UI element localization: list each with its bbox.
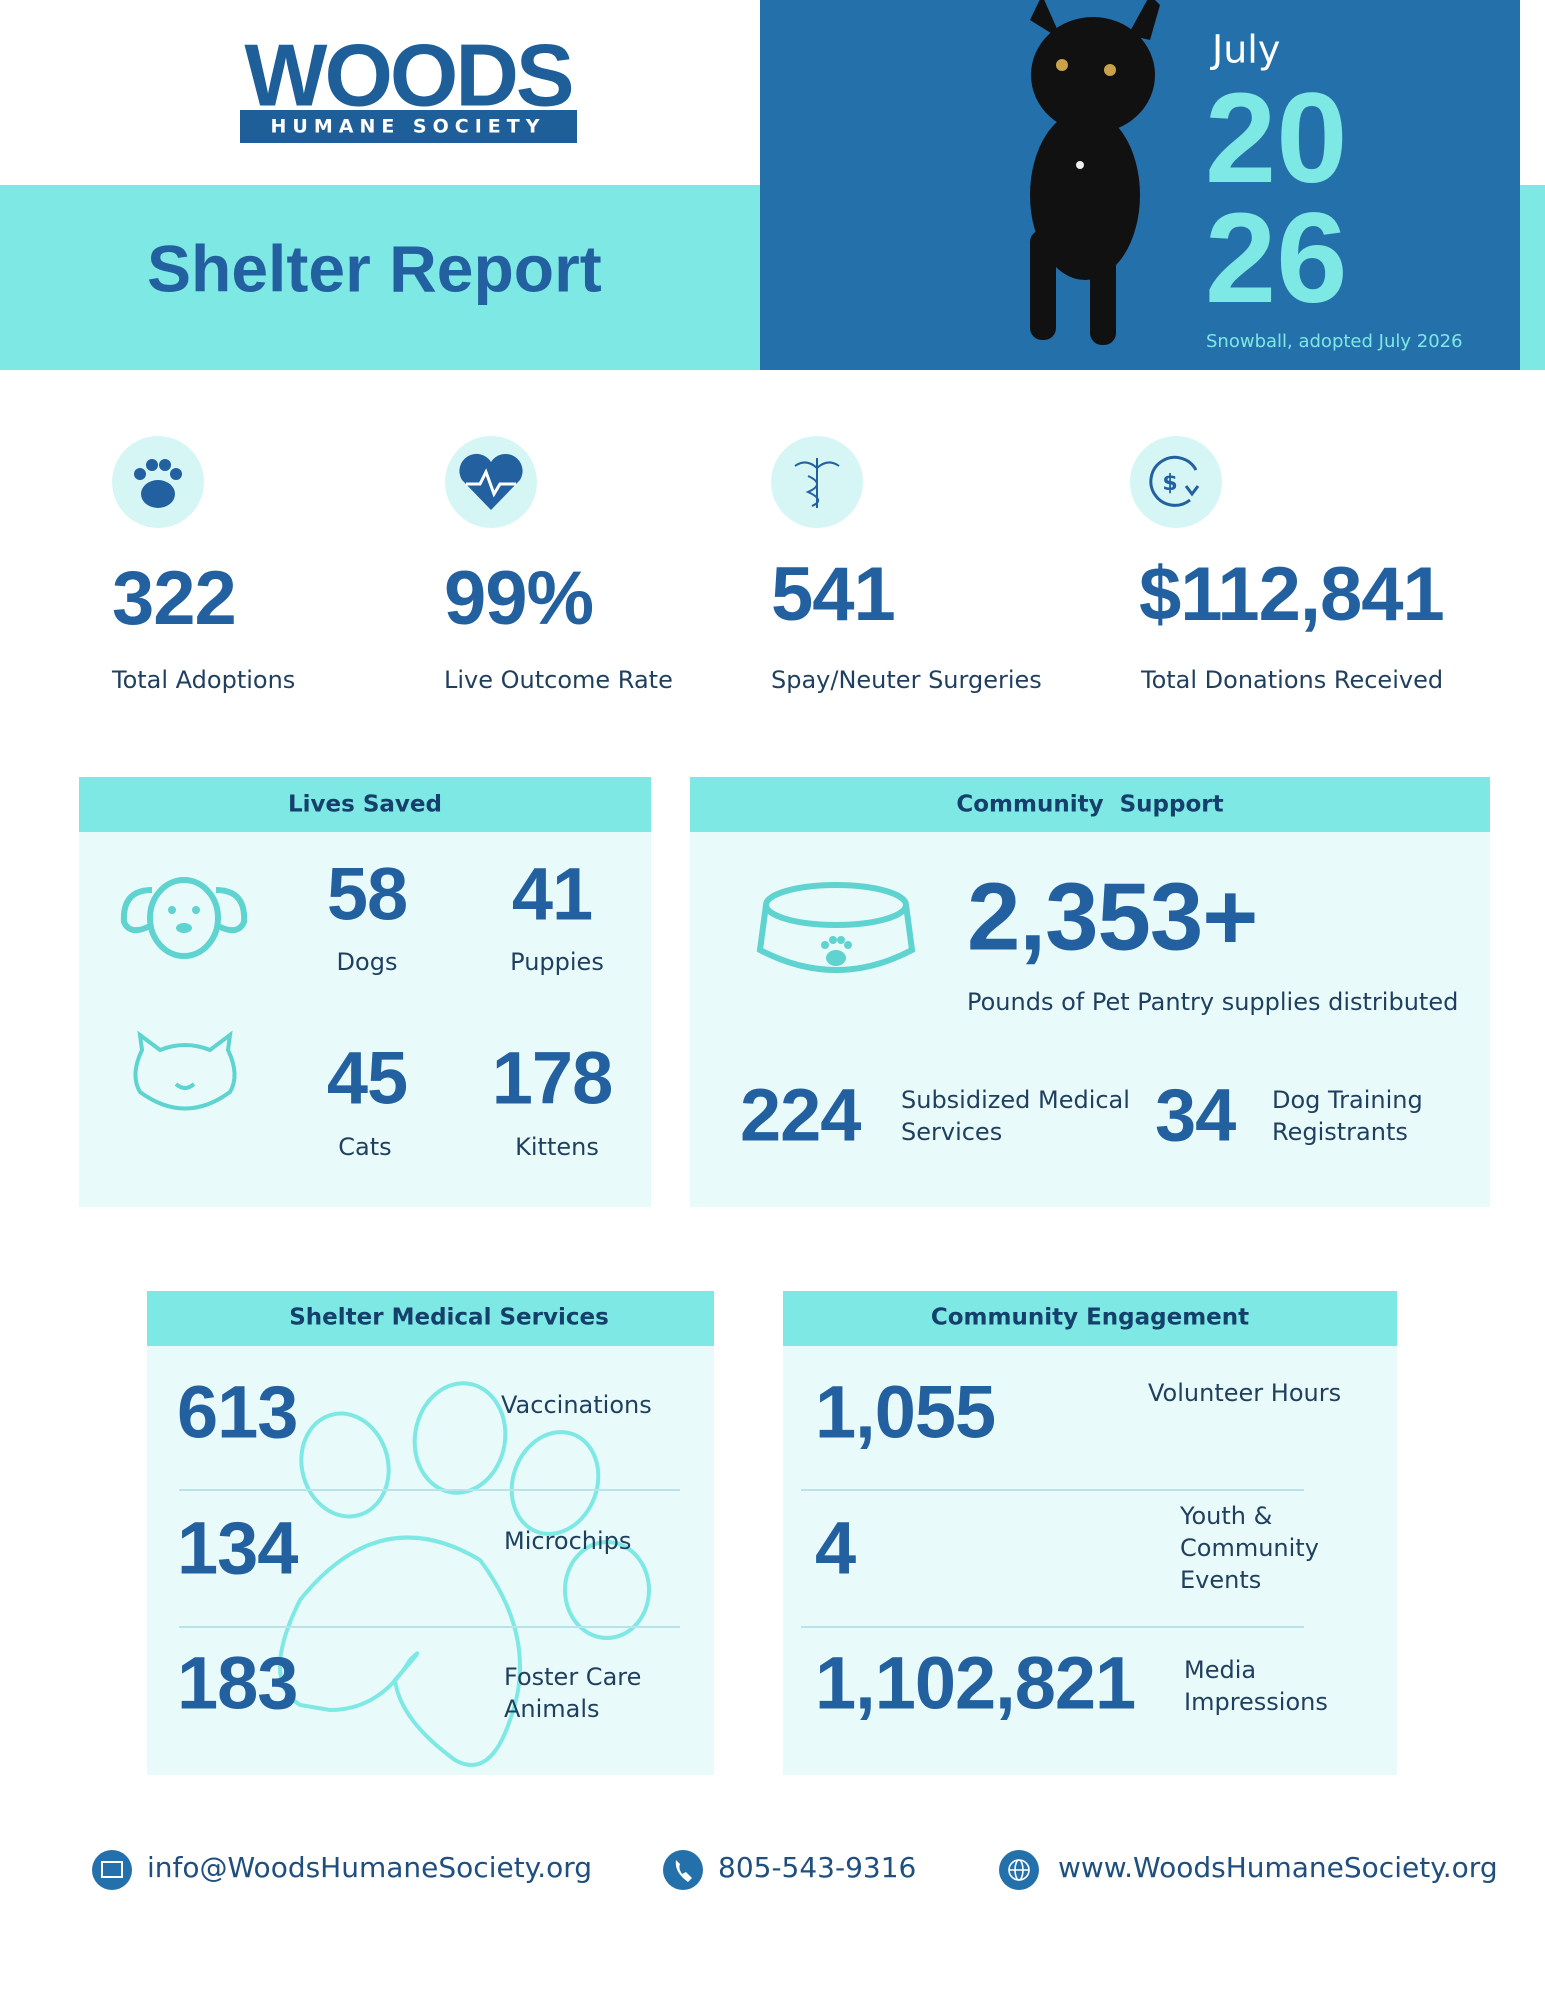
- count-value: 45: [327, 1037, 407, 1120]
- report-title: Shelter Report: [147, 231, 602, 305]
- medical-value: 134: [177, 1507, 298, 1590]
- stat-label: Total Donations Received: [1140, 666, 1443, 694]
- panel-header: [690, 777, 1490, 832]
- medical-label: Microchips: [504, 1527, 631, 1555]
- logo-bar: [240, 110, 577, 143]
- panel-header: [147, 1291, 714, 1346]
- dollar-glyph: $: [1162, 471, 1177, 496]
- pantry-value: 2,353+: [967, 863, 1257, 970]
- count-value: 41: [512, 853, 592, 936]
- cat-icon: [133, 1030, 237, 1111]
- count-value: 58: [327, 853, 407, 936]
- stat-value: $112,841: [1139, 552, 1444, 637]
- engagement-label: Events: [1180, 1566, 1261, 1594]
- phone-glyph: [675, 1860, 692, 1882]
- icon-circle: [1130, 436, 1222, 528]
- medical-value: 613: [177, 1371, 297, 1454]
- medical-panel: [147, 1291, 714, 1775]
- month: July: [1210, 28, 1280, 72]
- stat-label: Spay/Neuter Surgeries: [771, 666, 1042, 694]
- panel-title: Community Support: [956, 792, 1223, 818]
- engagement-label: Community: [1180, 1534, 1319, 1562]
- panel-header: [79, 777, 651, 832]
- lives-saved-panel: [79, 777, 651, 1207]
- count-label: Kittens: [515, 1133, 599, 1161]
- pulse-line: [466, 468, 516, 498]
- count-label: Cats: [338, 1133, 391, 1161]
- logo: WOODS HUMANE SOCIETY: [240, 25, 577, 143]
- count-label: Puppies: [510, 948, 604, 976]
- engagement-panel: [783, 1291, 1397, 1775]
- count-value: 178: [492, 1037, 612, 1120]
- phone-icon: [663, 1850, 703, 1890]
- globe-glyph: [1008, 1859, 1030, 1881]
- photo-caption: Snowball, adopted July 2026: [1206, 331, 1463, 352]
- pantry-label: Pounds of Pet Pantry supplies distribute…: [967, 988, 1458, 1016]
- dog-face: [168, 906, 200, 933]
- caduceus-icon: [794, 458, 840, 508]
- panel-title: Community Engagement: [931, 1305, 1249, 1331]
- footer-email: info@WoodsHumaneSociety.org: [147, 1851, 592, 1884]
- paw-icon: [134, 459, 182, 508]
- footer-website: www.WoodsHumaneSociety.org: [1058, 1851, 1498, 1884]
- support-label: Dog Training: [1272, 1086, 1423, 1114]
- engagement-label: Media: [1184, 1656, 1256, 1684]
- medical-value: 183: [177, 1642, 297, 1725]
- logo-name: WOODS: [244, 25, 572, 124]
- title-band: [0, 185, 760, 370]
- engagement-label: Youth &: [1179, 1502, 1272, 1530]
- dog-icon: [120, 877, 248, 959]
- engagement-label: Volunteer Hours: [1148, 1379, 1341, 1407]
- engagement-label: Impressions: [1184, 1688, 1328, 1716]
- support-value: 224: [740, 1074, 861, 1157]
- support-value: 34: [1155, 1074, 1236, 1157]
- community-support-panel: [690, 777, 1490, 1207]
- stat-label: Total Adoptions: [111, 666, 295, 694]
- cat-photo: [1030, 0, 1160, 345]
- engagement-value: 4: [815, 1507, 856, 1590]
- support-label: Registrants: [1272, 1118, 1408, 1146]
- panel-title: Shelter Medical Services: [289, 1305, 609, 1331]
- stat-value: 322: [112, 556, 236, 641]
- stat-label: Live Outcome Rate: [444, 666, 673, 694]
- stat-value: 99%: [444, 556, 593, 641]
- stat-icons: $: [112, 436, 1222, 528]
- engagement-value: 1,102,821: [815, 1642, 1135, 1725]
- panel-header: [783, 1291, 1397, 1346]
- year-top: 20: [1205, 67, 1347, 210]
- medical-label: Vaccinations: [501, 1391, 652, 1419]
- medical-label: Foster Care: [504, 1663, 641, 1691]
- logo-tagline: HUMANE SOCIETY: [271, 116, 546, 138]
- panel-title: Lives Saved: [288, 792, 442, 818]
- support-label: Services: [901, 1118, 1002, 1146]
- footer-phone: 805-543-9316: [718, 1851, 916, 1884]
- engagement-value: 1,055: [815, 1371, 995, 1454]
- support-label: Subsidized Medical: [901, 1086, 1130, 1114]
- donation-icon: [1149, 455, 1200, 507]
- bowl-icon: [756, 882, 916, 973]
- year-bottom: 26: [1205, 187, 1347, 330]
- band-edge: [1520, 185, 1545, 370]
- paw-decoration: [278, 1381, 651, 1767]
- email-icon: [92, 1850, 132, 1890]
- count-label: Dogs: [337, 948, 398, 976]
- stat-value: 541: [771, 552, 895, 637]
- email-glyph: [101, 1861, 123, 1878]
- bowl-paw: [821, 936, 852, 966]
- medical-label: Animals: [504, 1695, 600, 1723]
